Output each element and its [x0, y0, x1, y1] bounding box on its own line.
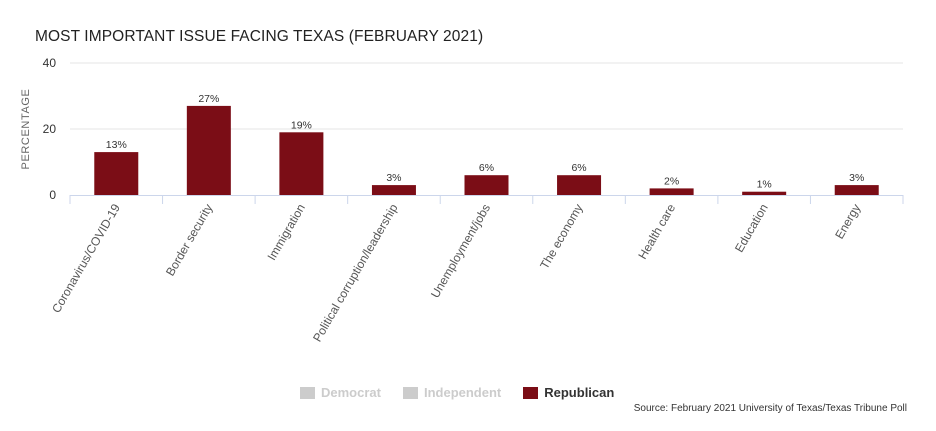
x-category-label: The economy [537, 202, 585, 272]
data-label: 27% [198, 93, 219, 105]
legend-swatch-independent [402, 386, 418, 399]
data-label: 1% [757, 179, 772, 191]
legend-label-republican: Republican [544, 385, 615, 400]
bar [834, 185, 879, 195]
x-category-label: Health care [635, 201, 678, 261]
legend-item-democrat[interactable]: Democrat [300, 385, 381, 400]
y-tick-label: 20 [43, 122, 57, 136]
y-tick-label: 40 [43, 56, 57, 70]
x-category-label: Border security [163, 202, 215, 279]
x-category-label: Education [732, 202, 771, 255]
bar [742, 191, 787, 195]
bar [649, 188, 694, 195]
data-label: 3% [386, 172, 401, 184]
data-label: 13% [106, 139, 127, 151]
bar [279, 132, 324, 195]
x-category-label: Political corruption/leadership [310, 201, 401, 344]
x-category-label: Coronavirus/COVID-19 [49, 201, 123, 315]
y-tick-label: 0 [49, 188, 56, 202]
data-label: 19% [291, 119, 312, 131]
source-note: Source: February 2021 University of Texa… [633, 403, 907, 414]
legend-label-independent: Independent [423, 385, 502, 400]
legend-item-independent[interactable]: Independent [402, 385, 502, 400]
x-category-label: Unemployment/jobs [428, 202, 493, 301]
chart-title: MOST IMPORTANT ISSUE FACING TEXAS (FEBRU… [35, 28, 484, 45]
data-label: 3% [849, 172, 864, 184]
y-axis-title: PERCENTAGE [20, 89, 32, 170]
legend-item-republican[interactable]: Republican [523, 385, 614, 400]
data-label: 6% [479, 162, 494, 174]
data-label: 6% [571, 162, 586, 174]
legend: Democrat Independent Republican [300, 385, 614, 400]
legend-swatch-republican [523, 386, 539, 399]
bar [371, 185, 416, 195]
legend-label-democrat: Democrat [321, 385, 381, 400]
legend-swatch-democrat [300, 386, 315, 399]
bar [94, 152, 139, 195]
data-label: 2% [664, 175, 679, 187]
bar [186, 105, 231, 195]
x-category-label: Immigration [265, 202, 308, 263]
bar [464, 175, 509, 195]
bar [557, 175, 602, 195]
x-category-label: Energy [832, 202, 863, 242]
